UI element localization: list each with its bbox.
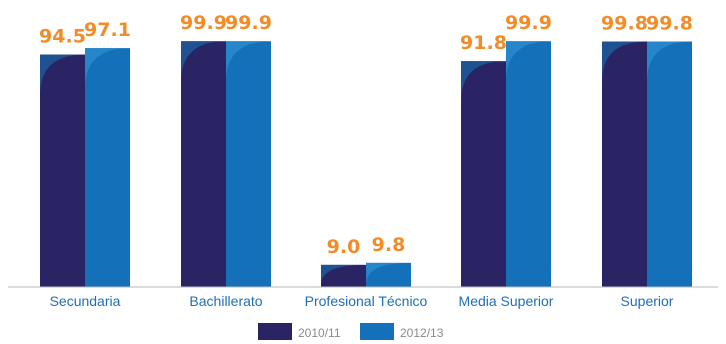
bar-shine <box>647 41 692 82</box>
category-label: Media Superior <box>459 293 554 309</box>
category-labels: Secundaria Bachillerato Profesional Técnic… <box>50 293 674 309</box>
value-label: 9.0 <box>327 236 361 258</box>
value-label: 97.1 <box>84 19 131 41</box>
bar-shine <box>602 41 647 82</box>
legend-label: 2012/13 <box>400 326 444 340</box>
bar-profesional-t-cnico-2012-13 <box>366 262 411 287</box>
bar-profesional-t-cnico-2010-11 <box>321 264 366 287</box>
legend-label: 2010/11 <box>298 326 341 340</box>
bar-bachillerato-2010-11 <box>181 41 226 287</box>
category-label: Bachillerato <box>189 293 262 309</box>
bar-media-superior-2012-13 <box>506 41 551 287</box>
value-label: 99.8 <box>646 12 693 34</box>
value-label: 99.8 <box>601 12 648 34</box>
bar-superior-2010-11 <box>602 41 647 287</box>
legend: 2010/11 2012/13 <box>258 323 444 340</box>
bar-shine <box>321 264 366 285</box>
bar-shine <box>366 262 411 285</box>
bar-secundaria-2010-11 <box>40 54 85 287</box>
value-label: 99.9 <box>505 12 552 34</box>
bar-shine <box>506 41 551 82</box>
value-label: 94.5 <box>39 26 86 48</box>
legend-swatch <box>258 323 292 340</box>
bars-group: 94.597.1 99.999.99.0 9.891.899.9 99.899.8 <box>39 12 693 288</box>
value-label: 9.8 <box>372 234 406 256</box>
bar-superior-2012-13 <box>647 41 692 287</box>
bar-shine <box>226 41 271 82</box>
bar-shine <box>461 61 506 102</box>
bar-secundaria-2012-13 <box>85 48 130 287</box>
value-label: 99.9 <box>225 12 272 34</box>
bar-media-superior-2010-11 <box>461 61 506 288</box>
category-label: Superior <box>621 293 674 309</box>
bar-shine <box>40 54 85 96</box>
value-label: 91.8 <box>460 32 507 54</box>
category-label: Profesional Técnico <box>305 293 428 309</box>
legend-swatch <box>360 323 394 340</box>
bar-shine <box>85 48 130 89</box>
category-label: Secundaria <box>50 293 121 309</box>
bar-shine <box>181 41 226 82</box>
value-label: 99.9 <box>180 12 227 34</box>
bar-bachillerato-2012-13 <box>226 41 271 287</box>
